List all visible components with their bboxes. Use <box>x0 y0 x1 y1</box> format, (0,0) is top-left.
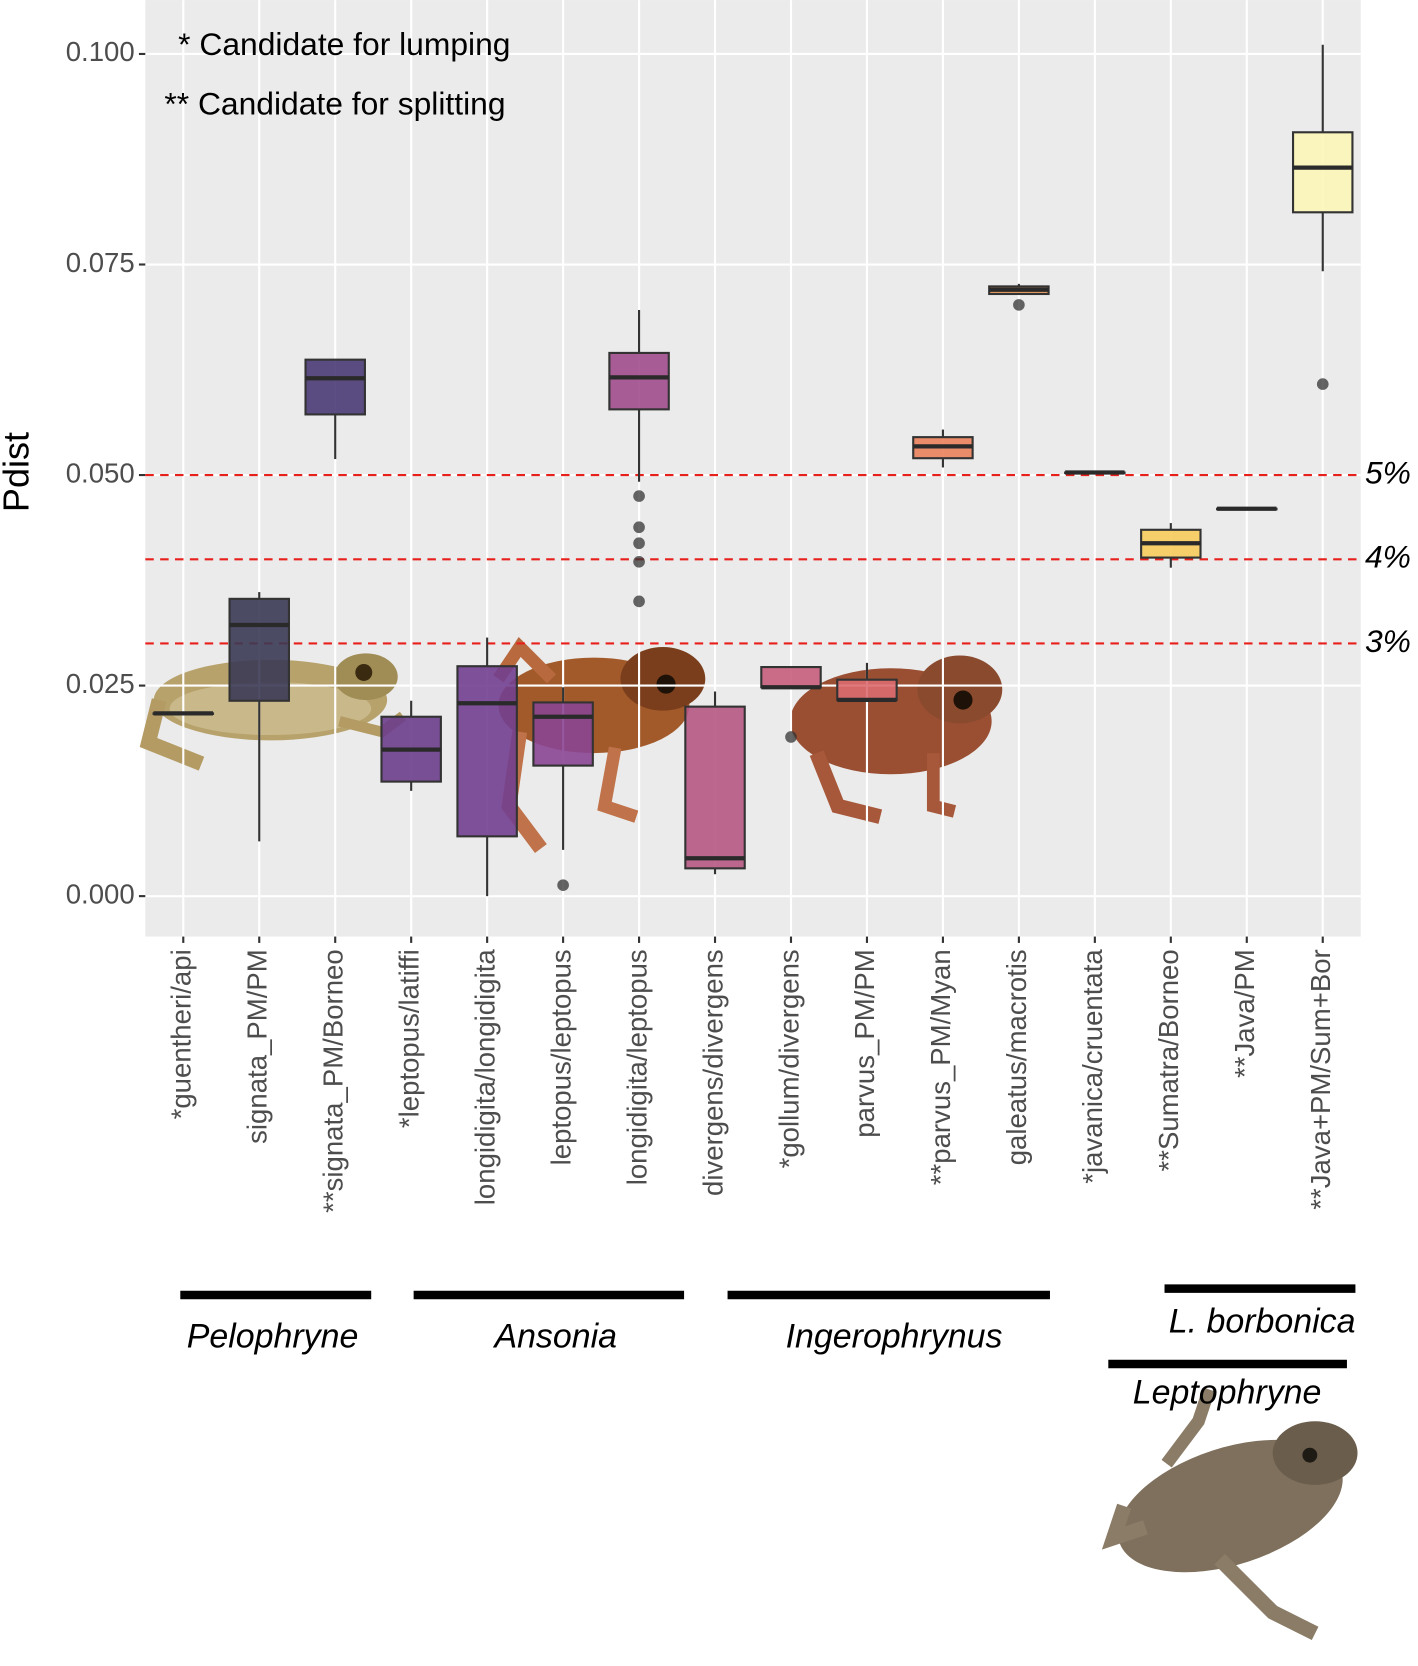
y-tick-label: 0.050 <box>66 457 135 488</box>
box <box>684 705 746 870</box>
y-tick-label: 0.025 <box>66 668 135 699</box>
x-tick-label: galeatus/macrotis <box>1001 949 1032 1165</box>
group-label: L. borbonica <box>1169 1303 1356 1341</box>
group-label: Pelophryne <box>187 1317 359 1355</box>
x-tick-label: *guentheri/api <box>166 949 197 1119</box>
y-axis-label: Pdist <box>0 432 37 512</box>
outlier <box>1316 378 1329 390</box>
x-tick-label: **Sumatra/Borneo <box>1153 949 1184 1171</box>
group-label: Leptophryne <box>1133 1374 1322 1412</box>
x-tick-label: leptopus/leptopus <box>545 949 576 1165</box>
box <box>608 351 670 411</box>
x-tick-label: *javanica/cruentata <box>1077 949 1108 1184</box>
outlier <box>1013 299 1025 311</box>
x-tick-label: **parvus_PM/Myan <box>925 949 956 1185</box>
frog-leptophryne <box>1101 1387 1358 1641</box>
box <box>760 666 822 689</box>
outlier <box>633 555 645 568</box>
box <box>532 701 594 767</box>
reference-label: 4% <box>1365 539 1411 575</box>
x-tick-label: divergens/divergens <box>697 949 728 1196</box>
x-tick-label: longidigita/longidigita <box>469 949 500 1206</box>
reference-label: 3% <box>1365 623 1411 659</box>
outlier <box>633 521 645 534</box>
y-tick-label: 0.100 <box>66 36 135 67</box>
outlier <box>633 595 645 608</box>
annotation: * Candidate for lumping <box>178 26 510 62</box>
x-tick-label: **Java/PM <box>1229 949 1260 1078</box>
box <box>1291 131 1354 214</box>
x-tick-label: **Java+PM/Sum+Bor <box>1305 949 1336 1209</box>
box <box>304 358 366 416</box>
y-tick-label: 0.075 <box>66 247 135 278</box>
x-tick-label: signata_PM/PM <box>242 949 273 1144</box>
outlier <box>785 731 797 743</box>
x-tick-label: *leptopus/latiffi <box>393 949 424 1128</box>
outlier <box>557 879 569 892</box>
reference-label: 5% <box>1365 454 1411 490</box>
frog-ingerophrynus <box>790 655 1003 824</box>
x-tick-label: parvus_PM/PM <box>849 949 880 1137</box>
x-tick-label: **signata_PM/Borneo <box>317 949 348 1213</box>
panel <box>145 0 1361 937</box>
x-tick-label: longidigita/leptopus <box>621 949 652 1185</box>
box <box>456 665 518 838</box>
box <box>228 597 291 702</box>
annotation: ** Candidate for splitting <box>164 86 505 122</box>
y-tick-label: 0.000 <box>66 878 135 909</box>
outlier <box>633 490 645 502</box>
outlier <box>633 537 645 550</box>
box <box>836 678 898 701</box>
x-tick-label: *gollum/divergens <box>773 949 804 1168</box>
group-label: Ingerophrynus <box>786 1317 1003 1355</box>
group-label: Ansonia <box>492 1317 617 1355</box>
